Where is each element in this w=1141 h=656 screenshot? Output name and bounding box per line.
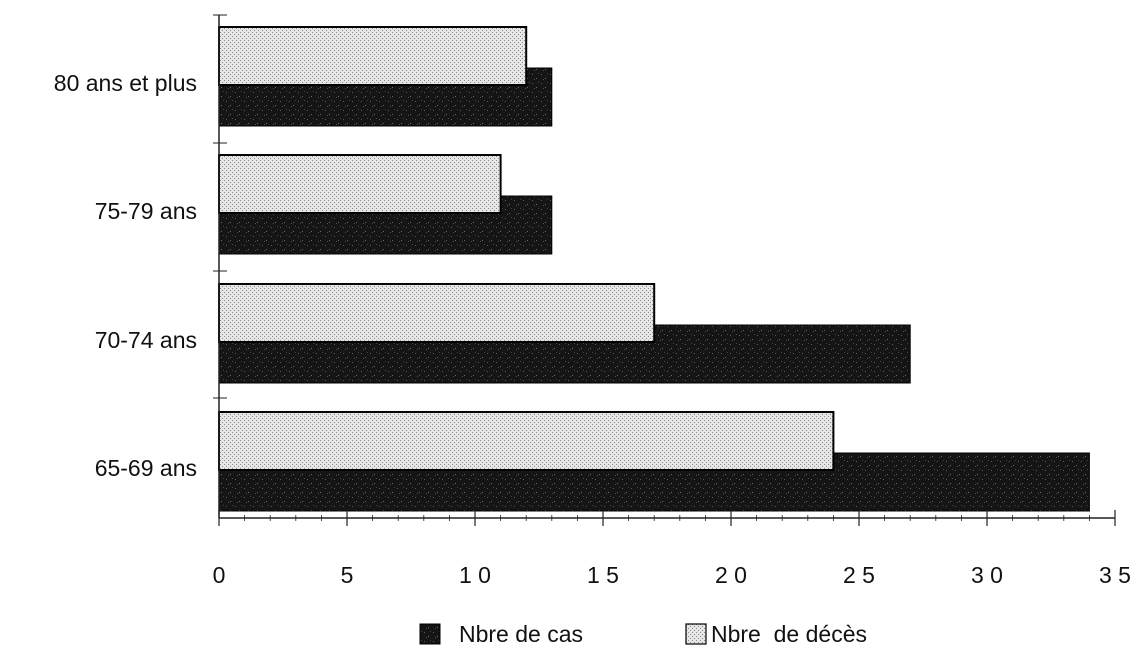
category-label: 70-74 ans xyxy=(95,327,197,353)
category-label: 75-79 ans xyxy=(95,198,197,224)
legend-label-nbre-de-cas: Nbre de cas xyxy=(459,621,583,647)
legend-swatch-nbre-de-deces xyxy=(685,623,707,645)
category-label: 65-69 ans xyxy=(95,455,197,481)
labels-layer: 80 ans et plus 75-79 ans 70-74 ans 65-69 an… xyxy=(54,70,1131,588)
bars-layer xyxy=(218,26,1090,512)
bar-nbre-de-deces xyxy=(218,283,656,343)
axis-layer xyxy=(213,14,1116,526)
x-tick-label: 2 0 xyxy=(715,562,747,588)
bar-nbre-de-deces xyxy=(218,411,835,471)
x-tick-label: 2 5 xyxy=(843,562,875,588)
bar-nbre-de-deces xyxy=(218,26,528,86)
x-tick-label: 5 xyxy=(341,562,354,588)
bar-nbre-de-deces xyxy=(218,154,502,214)
legend-swatch-nbre-de-cas xyxy=(419,623,441,645)
legend-label-nbre-de-deces: Nbre de décès xyxy=(711,621,867,647)
x-tick-label: 3 5 xyxy=(1099,562,1131,588)
x-tick-label: 0 xyxy=(213,562,226,588)
x-tick-label: 3 0 xyxy=(971,562,1003,588)
x-tick-label: 1 5 xyxy=(587,562,619,588)
legend: Nbre de cas Nbre de décès xyxy=(419,621,867,647)
category-label: 80 ans et plus xyxy=(54,70,197,96)
x-tick-label: 1 0 xyxy=(459,562,491,588)
